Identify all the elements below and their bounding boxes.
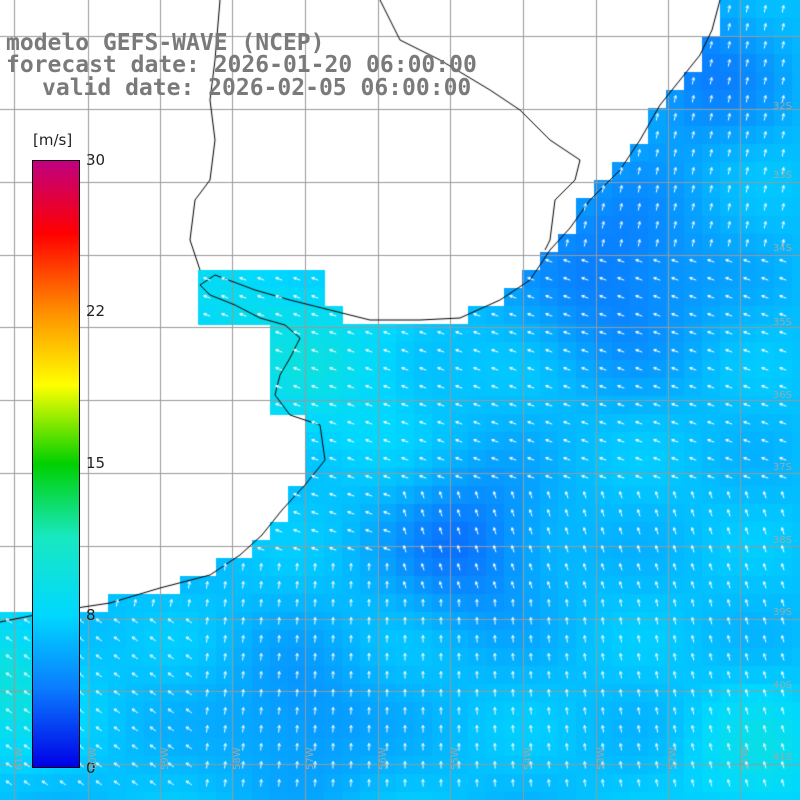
- map-title-forecast-date: forecast date: 2026-01-20 06:00:00: [6, 52, 477, 78]
- lat-label: 39S: [772, 607, 792, 618]
- map-title-model: modelo GEFS-WAVE (NCEP): [6, 30, 325, 56]
- lon-label: 59W: [160, 747, 171, 770]
- colorbar-tick-0: 0: [86, 759, 96, 777]
- lat-label: 41S: [772, 752, 792, 763]
- lat-label: 33S: [772, 170, 792, 181]
- lat-label: 32S: [772, 101, 792, 112]
- colorbar: [32, 160, 80, 768]
- lon-label: 58W: [232, 747, 243, 770]
- lat-label: 38S: [772, 535, 792, 546]
- lon-label: 51W: [740, 747, 751, 770]
- lat-label: 37S: [772, 462, 792, 473]
- colorbar-tick-22: 22: [86, 302, 106, 320]
- map-title-valid-date: valid date: 2026-02-05 06:00:00: [42, 75, 472, 101]
- colorbar-tick-8: 8: [86, 606, 96, 624]
- colorbar-tick-15: 15: [86, 454, 106, 472]
- lat-label: 36S: [772, 390, 792, 401]
- lon-label: 57W: [305, 747, 316, 770]
- lat-label: 34S: [772, 243, 792, 254]
- lon-label: 55W: [450, 747, 461, 770]
- lon-label: 56W: [378, 747, 389, 770]
- lon-label: 53W: [596, 747, 607, 770]
- colorbar-unit: [m/s]: [33, 131, 73, 149]
- lat-label: 40S: [772, 680, 792, 691]
- lon-label: 52W: [668, 747, 679, 770]
- lon-label: 54W: [523, 747, 534, 770]
- lat-label: 35S: [772, 317, 792, 328]
- lon-label: 60W: [88, 747, 99, 770]
- colorbar-tick-30: 30: [86, 151, 106, 169]
- lon-label: 61W: [14, 747, 25, 770]
